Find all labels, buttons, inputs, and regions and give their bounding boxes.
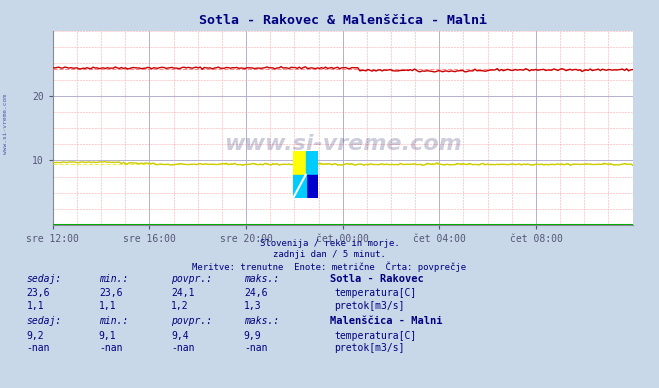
Text: -nan: -nan <box>244 343 268 353</box>
Text: pretok[m3/s]: pretok[m3/s] <box>334 343 405 353</box>
Text: 9,9: 9,9 <box>244 331 262 341</box>
Text: 24,6: 24,6 <box>244 288 268 298</box>
Polygon shape <box>293 175 306 198</box>
Text: 1,1: 1,1 <box>99 301 117 311</box>
Text: maks.:: maks.: <box>244 316 279 326</box>
Text: Meritve: trenutne  Enote: metrične  Črta: povprečje: Meritve: trenutne Enote: metrične Črta: … <box>192 262 467 272</box>
Text: www.si-vreme.com: www.si-vreme.com <box>3 94 9 154</box>
Text: temperatura[C]: temperatura[C] <box>334 288 416 298</box>
Text: 1,2: 1,2 <box>171 301 189 311</box>
Text: 9,2: 9,2 <box>26 331 44 341</box>
Text: -nan: -nan <box>99 343 123 353</box>
Text: maks.:: maks.: <box>244 274 279 284</box>
Text: sedaj:: sedaj: <box>26 274 61 284</box>
Text: Slovenija / reke in morje.: Slovenija / reke in morje. <box>260 239 399 248</box>
Text: min.:: min.: <box>99 316 129 326</box>
Text: pretok[m3/s]: pretok[m3/s] <box>334 301 405 311</box>
Text: povpr.:: povpr.: <box>171 274 212 284</box>
Text: zadnji dan / 5 minut.: zadnji dan / 5 minut. <box>273 250 386 259</box>
Text: Sotla - Rakovec: Sotla - Rakovec <box>330 274 423 284</box>
Title: Sotla - Rakovec & Malenščica - Malni: Sotla - Rakovec & Malenščica - Malni <box>198 14 487 27</box>
Text: min.:: min.: <box>99 274 129 284</box>
Text: 9,4: 9,4 <box>171 331 189 341</box>
Bar <box>306 151 318 175</box>
Text: -nan: -nan <box>26 343 50 353</box>
Text: 1,1: 1,1 <box>26 301 44 311</box>
Text: www.si-vreme.com: www.si-vreme.com <box>224 133 461 154</box>
Text: Malenščica - Malni: Malenščica - Malni <box>330 316 442 326</box>
Text: povpr.:: povpr.: <box>171 316 212 326</box>
Text: 1,3: 1,3 <box>244 301 262 311</box>
Bar <box>306 175 318 198</box>
Text: 24,1: 24,1 <box>171 288 195 298</box>
Text: -nan: -nan <box>171 343 195 353</box>
Text: 23,6: 23,6 <box>99 288 123 298</box>
Bar <box>293 151 306 175</box>
Text: sedaj:: sedaj: <box>26 316 61 326</box>
Text: 23,6: 23,6 <box>26 288 50 298</box>
Text: 9,1: 9,1 <box>99 331 117 341</box>
Text: temperatura[C]: temperatura[C] <box>334 331 416 341</box>
